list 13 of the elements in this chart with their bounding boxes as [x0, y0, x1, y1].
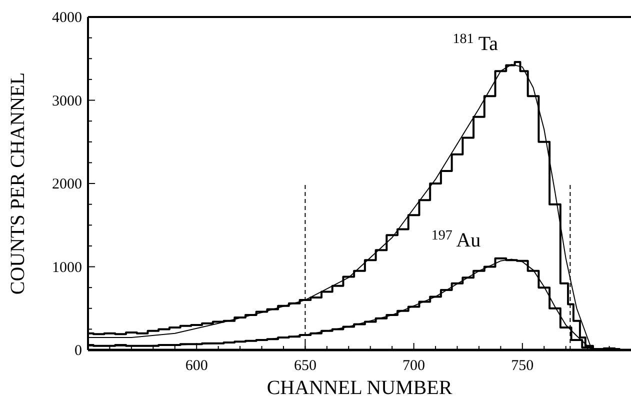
x-tick-label: 600 [185, 358, 208, 374]
y-tick-label: 4000 [52, 10, 82, 26]
y-tick-label: 0 [74, 343, 82, 359]
series-label: $^{197}$ Au [431, 228, 481, 252]
y-tick-label: 3000 [52, 93, 82, 110]
x-tick-label: 650 [294, 358, 316, 374]
y-tick-label: 1000 [52, 260, 82, 276]
series-label: $^{181}$ Ta [452, 31, 498, 55]
x-tick-label: 750 [511, 358, 534, 374]
x-axis-title: CHANNEL NUMBER [266, 377, 453, 399]
y-tick-label: 2000 [52, 176, 82, 192]
x-tick-label: 700 [402, 358, 426, 374]
y-axis-title: COUNTS PER CHANNEL [7, 72, 29, 295]
